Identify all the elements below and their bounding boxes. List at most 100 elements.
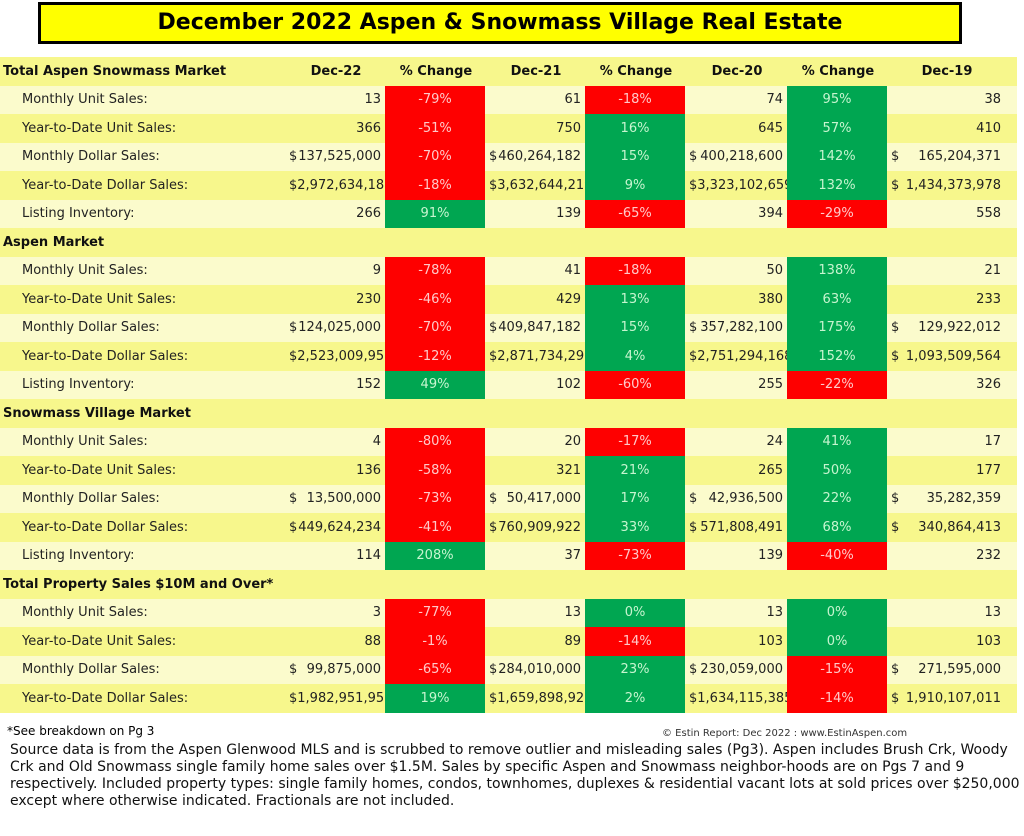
row-label: Monthly Dollar Sales: (22, 491, 160, 507)
currency-symbol: $ (489, 519, 498, 535)
percent-change-cell: 208% (385, 541, 485, 570)
value-text: 1,634,115,385 (697, 690, 793, 706)
value-text: 2,751,294,168 (697, 348, 793, 364)
percent-change-cell: -60% (585, 370, 685, 399)
row-label: Monthly Unit Sales: (22, 434, 148, 450)
table-row: Year-to-Date Dollar Sales: $2,972,634,185… (0, 171, 1017, 200)
value-cell: 230 (285, 285, 385, 314)
value-text: 230,059,000 (700, 662, 783, 678)
value-text: 1,093,509,564 (905, 348, 1001, 364)
percent-change-cell: 63% (787, 285, 887, 314)
value-text: 265 (758, 462, 783, 478)
value-cell: $2,871,734,297 (485, 342, 592, 371)
value-text: 3 (372, 605, 381, 621)
row-label: Year-to-Date Unit Sales: (22, 291, 177, 307)
value-text: 410 (976, 120, 1001, 136)
value-text: 152 (356, 377, 381, 393)
value-cell: 139 (685, 542, 787, 571)
percent-change-cell: -17% (585, 427, 685, 456)
value-text: 232 (976, 548, 1001, 564)
value-cell: 410 (887, 114, 1005, 143)
currency-symbol: $ (891, 149, 900, 165)
percent-change-cell: 50% (787, 456, 887, 485)
table-row: Year-to-Date Unit Sales: 88 -1% 89 -14% 103 0%… (0, 627, 1017, 656)
value-cell: 88 (285, 627, 385, 656)
value-cell: 232 (887, 542, 1005, 571)
row-label: Monthly Dollar Sales: (22, 320, 160, 336)
currency-symbol: $ (891, 519, 900, 535)
currency-symbol: $ (289, 177, 298, 193)
percent-change-cell: -79% (385, 85, 485, 114)
value-text: 2,523,009,951 (297, 348, 393, 364)
value-cell: $42,936,500 (685, 485, 787, 514)
value-text: 129,922,012 (918, 320, 1001, 336)
value-text: 3,323,102,659 (697, 177, 793, 193)
currency-symbol: $ (689, 690, 698, 706)
percent-change-cell: -65% (385, 655, 485, 684)
percent-change-cell: 23% (585, 655, 685, 684)
footnote: *See breakdown on Pg 3 (7, 724, 155, 738)
value-cell: 326 (887, 371, 1005, 400)
value-cell: 41 (485, 257, 585, 286)
value-text: 1,982,951,952 (297, 690, 393, 706)
value-cell: 114 (285, 542, 385, 571)
percent-change-cell: -18% (385, 171, 485, 200)
value-text: 114 (356, 548, 381, 564)
percent-change-cell: -70% (385, 313, 485, 342)
copyright: © Estin Report: Dec 2022 : www.EstinAspe… (662, 728, 908, 739)
value-cell: 136 (285, 456, 385, 485)
value-cell: 380 (685, 285, 787, 314)
value-cell: $3,632,644,219 (485, 171, 592, 200)
currency-symbol: $ (289, 348, 298, 364)
percent-change-cell: 2% (585, 684, 685, 713)
currency-symbol: $ (891, 320, 900, 336)
value-text: 50 (766, 263, 783, 279)
value-text: 1,910,107,011 (905, 690, 1001, 706)
value-cell: $13,500,000 (285, 485, 385, 514)
percent-change-cell: -51% (385, 114, 485, 143)
value-text: 271,595,000 (918, 662, 1001, 678)
value-cell: $99,875,000 (285, 656, 385, 685)
value-cell: $165,204,371 (887, 143, 1005, 172)
value-cell: $124,025,000 (285, 314, 385, 343)
table-row: Listing Inventory: 152 49% 102 -60% 255 -22% 32… (0, 370, 1017, 400)
value-cell: $449,624,234 (285, 513, 385, 542)
percent-change-cell: -65% (585, 199, 685, 228)
currency-symbol: $ (489, 149, 498, 165)
percent-change-cell: 132% (787, 171, 887, 200)
percent-change-cell: 68% (787, 513, 887, 542)
value-text: 89 (564, 633, 581, 649)
value-cell: 13 (887, 599, 1005, 628)
value-text: 1,659,898,921 (497, 690, 593, 706)
value-text: 1,434,373,978 (905, 177, 1001, 193)
value-text: 41 (564, 263, 581, 279)
value-cell: 177 (887, 456, 1005, 485)
value-text: 266 (356, 206, 381, 222)
value-cell: 103 (887, 627, 1005, 656)
value-cell: 558 (887, 200, 1005, 229)
percent-change-cell: -14% (585, 627, 685, 656)
column-header: % Change (399, 63, 473, 79)
currency-symbol: $ (489, 491, 498, 507)
value-cell: 9 (285, 257, 385, 286)
percent-change-cell: 57% (787, 114, 887, 143)
value-cell: $2,751,294,168 (685, 342, 792, 371)
percent-change-cell: -22% (787, 370, 887, 399)
value-cell: $137,525,000 (285, 143, 385, 172)
value-cell: 24 (685, 428, 787, 457)
value-cell: 255 (685, 371, 787, 400)
section-header: Total Aspen Snowmass Market Dec-22 % Chang… (0, 57, 1017, 86)
value-text: 61 (564, 92, 581, 108)
percent-change-cell: 175% (787, 313, 887, 342)
real-estate-table: Total Aspen Snowmass Market Dec-22 % Chang… (0, 57, 1017, 713)
value-text: 409,847,182 (498, 320, 581, 336)
currency-symbol: $ (689, 662, 698, 678)
currency-symbol: $ (689, 149, 698, 165)
column-header: % Change (801, 63, 875, 79)
percent-change-cell: 41% (787, 427, 887, 456)
value-cell: 429 (485, 285, 585, 314)
value-text: 74 (766, 92, 783, 108)
percent-change-cell: 95% (787, 85, 887, 114)
value-cell: 645 (685, 114, 787, 143)
value-text: 38 (984, 92, 1001, 108)
